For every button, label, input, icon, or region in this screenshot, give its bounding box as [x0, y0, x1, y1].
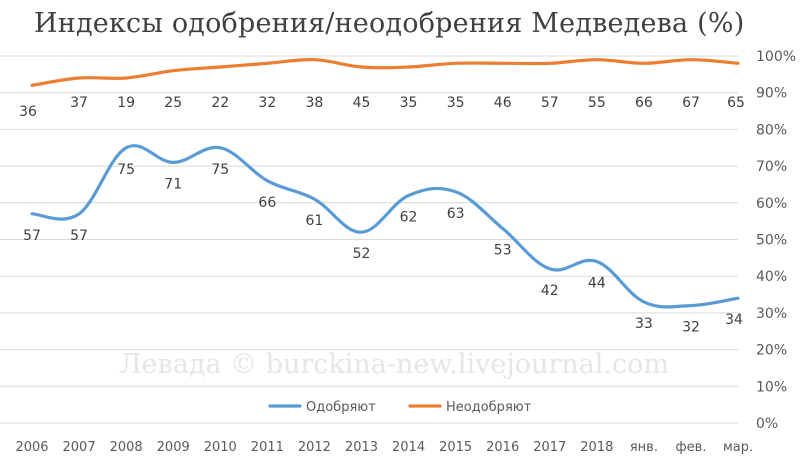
x-tick-label: 2010 — [204, 440, 237, 455]
x-tick-label: янв. — [630, 440, 658, 455]
data-label: 63 — [447, 206, 465, 222]
x-tick-label: 2013 — [345, 440, 378, 455]
data-label: 46 — [494, 95, 512, 111]
watermark-text: Левада © burckina-new.livejournal.com — [119, 349, 669, 380]
series-line-disapprove — [30, 58, 740, 87]
legend: Одобряют Неодобряют — [268, 400, 532, 415]
data-label: 33 — [635, 316, 653, 332]
x-tick-label: 2015 — [439, 440, 472, 455]
y-tick-label: 60% — [756, 196, 787, 212]
data-label: 61 — [306, 213, 324, 229]
data-label: 44 — [588, 276, 606, 292]
data-label: 75 — [117, 162, 135, 178]
x-tick-label: 2017 — [533, 440, 566, 455]
data-label: 37 — [70, 95, 88, 111]
data-label: 38 — [306, 95, 324, 111]
data-label: 32 — [258, 95, 276, 111]
y-tick-label: 10% — [756, 379, 787, 395]
y-tick-label: 40% — [756, 269, 787, 285]
data-label: 67 — [682, 95, 700, 111]
data-label: 66 — [258, 195, 276, 211]
data-label: 42 — [541, 283, 559, 299]
x-tick-label: 2006 — [15, 440, 48, 455]
legend-label: Одобряют — [306, 400, 376, 415]
data-label: 19 — [117, 95, 135, 111]
x-axis-ticks: 2006 2007 2008 2009 2010 2011 2012 2013 2014 2015… — [15, 440, 753, 455]
data-label: 53 — [494, 242, 512, 258]
y-tick-label: 20% — [756, 343, 787, 359]
x-tick-label: 2014 — [392, 440, 425, 455]
data-label: 32 — [682, 320, 700, 336]
y-tick-label: 50% — [756, 233, 787, 249]
x-tick-label: фев. — [676, 440, 707, 455]
y-tick-label: 90% — [756, 86, 787, 102]
data-label: 36 — [19, 104, 37, 120]
data-label: 45 — [353, 95, 371, 111]
data-label: 52 — [353, 246, 371, 262]
y-tick-label: 100% — [756, 49, 796, 65]
data-label: 22 — [211, 95, 229, 111]
x-tick-label: 2007 — [63, 440, 96, 455]
data-label: 75 — [211, 162, 229, 178]
y-axis-ticks: 0% 10% 20% 30% 40% 50% 60% 70% 80% 90% 100% — [756, 49, 796, 432]
data-label: 57 — [23, 228, 41, 244]
data-label: 35 — [447, 95, 465, 111]
x-tick-label: 2012 — [298, 440, 331, 455]
y-tick-label: 0% — [756, 416, 778, 432]
data-label: 57 — [70, 228, 88, 244]
data-label: 55 — [588, 95, 606, 111]
y-tick-label: 80% — [756, 122, 787, 138]
y-tick-label: 30% — [756, 306, 787, 322]
data-label: 25 — [164, 95, 182, 111]
x-tick-label: 2016 — [486, 440, 519, 455]
data-label: 65 — [727, 95, 745, 111]
data-label: 57 — [541, 95, 559, 111]
data-label: 35 — [400, 95, 418, 111]
chart-title: Индексы одобрения/неодобрения Медведева … — [34, 8, 745, 39]
data-labels: 57 57 75 71 75 66 61 52 62 63 53 42 44 33 32 34 36 37 19 25… — [19, 95, 745, 336]
series-line-approve — [30, 144, 740, 309]
legend-label: Неодобряют — [446, 400, 532, 415]
x-tick-label: 2009 — [157, 440, 190, 455]
y-tick-label: 70% — [756, 159, 787, 175]
data-label: 71 — [164, 176, 182, 192]
series-lines — [30, 58, 740, 309]
data-label: 66 — [635, 95, 653, 111]
data-label: 34 — [725, 312, 743, 328]
data-label: 62 — [400, 209, 418, 225]
x-tick-label: 2018 — [580, 440, 613, 455]
gridlines — [0, 55, 738, 424]
x-tick-label: 2008 — [110, 440, 143, 455]
x-tick-label: 2011 — [251, 440, 284, 455]
x-tick-label: мар. — [723, 440, 753, 455]
